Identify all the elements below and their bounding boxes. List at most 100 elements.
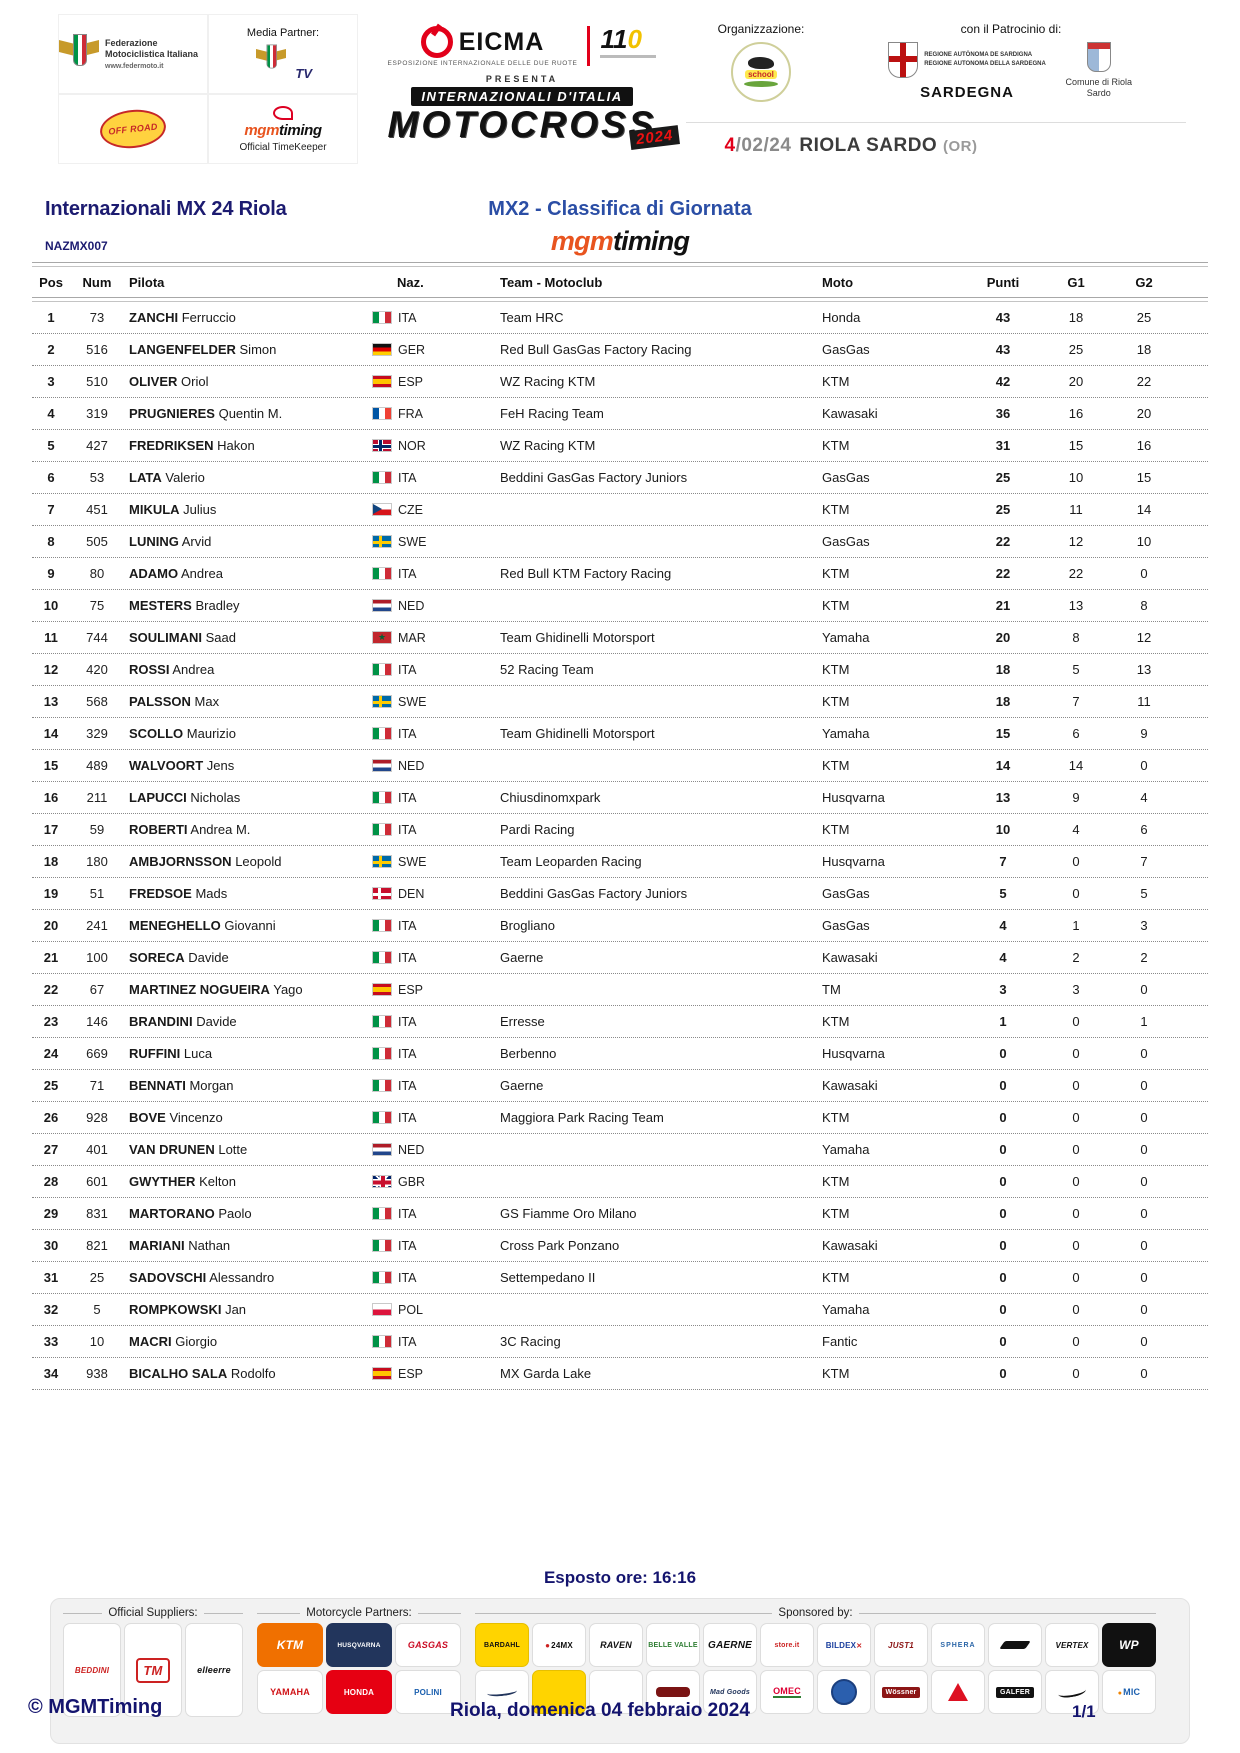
country-flag-icon [372,983,392,996]
moto-cell: Husqvarna [822,854,885,869]
pos-cell: 19 [43,886,59,901]
media-partner-block: Media Partner: TV [208,14,358,94]
g1-cell: 0 [1072,1174,1080,1189]
num-cell: 73 [89,310,105,325]
g2-cell: 0 [1140,1110,1148,1125]
header-right: Organizzazione: school con il Patrocinio… [686,14,1186,168]
punti-cell: 14 [995,758,1011,773]
sponsor-logo-darkbar [646,1670,700,1714]
g1-cell: 4 [1072,822,1080,837]
country-flag-icon [372,407,392,420]
team-cell: Gaerne [500,1078,544,1093]
table-row: 7 451 MIKULA Julius CZE KTM 25 11 14 [32,494,1208,526]
team-cell: Erresse [500,1014,545,1029]
moto-cell: Husqvarna [822,790,885,805]
country-code: ITA [398,1014,417,1029]
table-row: 5 427 FREDRIKSEN Hakon NOR WZ Racing KTM… [32,430,1208,462]
race-code: NAZMX007 [45,239,108,253]
media-partner-label: Media Partner: [246,27,320,39]
pilota-cell: MARTINEZ NOGUEIRA Yago [129,982,303,997]
g1-cell: 0 [1072,1078,1080,1093]
sponsor-logo-sphera: SPHERA [931,1623,985,1667]
naz-cell: ITA [369,1047,474,1061]
pilota-cell: GWYTHER Kelton [129,1174,236,1189]
tv-badge: TV [295,66,312,81]
num-cell: 821 [86,1238,108,1253]
sponsor-logo-bardahl: BARDAHL [475,1623,529,1667]
g1-cell: 1 [1072,918,1080,933]
pos-cell: 20 [43,918,59,933]
eicma-icon [420,26,453,58]
moto-cell: GasGas [822,470,870,485]
punti-cell: 7 [999,854,1007,869]
sponsor-group-label: Motorcycle Partners: [257,1607,461,1619]
moto-cell: Kawasaki [822,950,878,965]
g2-cell: 25 [1136,310,1152,325]
table-row: 23 146 BRANDINI Davide ITA Erresse KTM 1… [32,1006,1208,1038]
punti-cell: 0 [999,1174,1007,1189]
country-flag-icon [372,311,392,324]
country-flag-icon [372,503,392,516]
table-row: 33 10 MACRI Giorgio ITA 3C Racing Fantic… [32,1326,1208,1358]
naz-cell: ESP [369,983,474,997]
moto-cell: Yamaha [822,1142,870,1157]
footer-date: Riola, domenica 04 febbraio 2024 [450,1700,750,1721]
num-cell: 319 [86,406,108,421]
punti-cell: 0 [999,1366,1007,1381]
table-row: 21 100 SORECA Davide ITA Gaerne Kawasaki… [32,942,1208,974]
sponsor-logo-hscript [1045,1670,1099,1714]
moto-cell: KTM [822,438,850,453]
g1-cell: 15 [1068,438,1084,453]
pilota-cell: BRANDINI Davide [129,1014,237,1029]
country-flag-icon [372,1207,392,1220]
sponsor-logo-vertex: VERTEX [1045,1623,1099,1667]
punti-cell: 0 [999,1206,1007,1221]
table-row: 28 601 GWYTHER Kelton GBR KTM 0 0 0 [32,1166,1208,1198]
g2-cell: 0 [1140,566,1148,581]
pos-cell: 27 [43,1142,59,1157]
naz-cell: SWE [369,855,474,869]
sponsor-logo-bluecircle [817,1670,871,1714]
pos-cell: 4 [47,406,55,421]
naz-cell: ITA [369,1079,474,1093]
col-g2: G2 [1135,274,1153,290]
header-left-logos: Federazione Motociclistica Italiana www.… [58,14,358,168]
team-cell: WZ Racing KTM [500,374,596,389]
num-cell: 67 [89,982,105,997]
event-line2: MOTOCROSS [387,104,657,146]
g1-cell: 5 [1072,662,1080,677]
pilota-cell: MARIANI Nathan [129,1238,231,1253]
punti-cell: 0 [999,1046,1007,1061]
pilota-cell: FREDSOE Mads [129,886,228,901]
event-year-badge: 2024 [628,125,680,151]
pos-cell: 12 [43,662,59,677]
country-code: ITA [398,662,417,677]
table-row: 31 25 SADOVSCHI Alessandro ITA Settemped… [32,1262,1208,1294]
g2-cell: 0 [1140,1238,1148,1253]
moto-cell: Fantic [822,1334,858,1349]
num-cell: 420 [86,662,108,677]
g2-cell: 18 [1136,342,1152,357]
num-cell: 451 [86,502,108,517]
naz-cell: POL [369,1303,474,1317]
num-cell: 601 [86,1174,108,1189]
table-row: 14 329 SCOLLO Maurizio ITA Team Ghidinel… [32,718,1208,750]
g1-cell: 12 [1068,534,1084,549]
team-cell: Team Ghidinelli Motorsport [500,726,655,741]
num-cell: 744 [86,630,108,645]
punti-cell: 0 [999,1238,1007,1253]
num-cell: 831 [86,1206,108,1221]
pos-cell: 31 [43,1270,59,1285]
country-flag-icon [372,791,392,804]
team-cell: Red Bull KTM Factory Racing [500,566,672,581]
naz-cell: NED [369,1143,474,1157]
pos-cell: 18 [43,854,59,869]
pos-cell: 5 [47,438,55,453]
num-cell: 669 [86,1046,108,1061]
team-cell: Pardi Racing [500,822,575,837]
sardegna-block: REGIONE AUTÒNOMA DE SARDIGNA REGIONE AUT… [888,42,1046,101]
patrocinio-label: con il Patrocinio di: [960,22,1062,36]
pos-cell: 28 [43,1174,59,1189]
punti-cell: 31 [995,438,1011,453]
